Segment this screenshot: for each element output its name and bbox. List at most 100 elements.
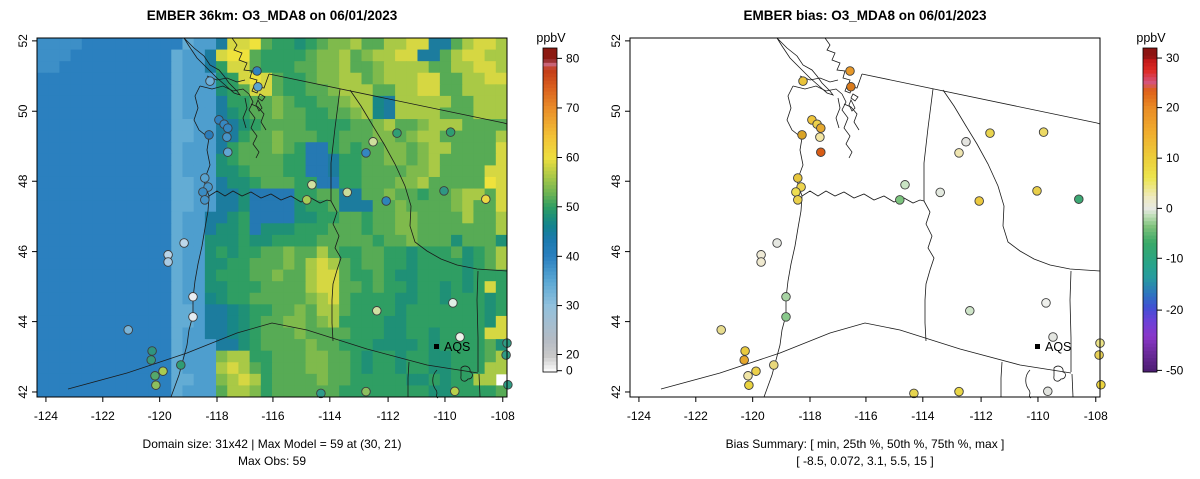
x-tick-label: -108	[491, 409, 515, 423]
model-caption-line1: Domain size: 31x42 | Max Model = 59 at (…	[142, 437, 402, 451]
map-border-line	[861, 73, 1101, 125]
station-dot	[909, 388, 919, 399]
map-border-line	[268, 73, 508, 125]
station-dot	[781, 312, 791, 322]
station-dots	[716, 66, 1106, 399]
station-dot	[307, 180, 317, 190]
plot-box	[36, 37, 508, 398]
y-tick-label: 46	[16, 245, 30, 259]
x-tick-label: -116	[261, 409, 284, 423]
colorbar-tick-label: -20	[1166, 303, 1184, 317]
colorbar-tick-label: 80	[566, 51, 580, 65]
station-dot	[1074, 194, 1084, 204]
station-dot	[188, 292, 198, 302]
station-dot	[176, 360, 186, 370]
aqs-legend: AQS	[1035, 340, 1071, 354]
station-dot	[935, 187, 945, 198]
station-dot	[501, 350, 511, 360]
y-tick-label: 42	[16, 385, 30, 399]
x-tick-label: -112	[970, 409, 993, 423]
colorbar-tick-label: 70	[566, 101, 580, 115]
station-dot	[200, 195, 210, 205]
x-tick-label: -120	[148, 409, 172, 423]
station-dot	[815, 132, 825, 142]
x-tick-label: -114	[911, 409, 934, 423]
station-dot	[302, 195, 312, 205]
y-tick-label: 52	[609, 34, 623, 48]
map-border-line	[1053, 365, 1066, 382]
station-dot	[1096, 380, 1106, 390]
station-dot	[793, 173, 803, 183]
x-tick-label: -122	[91, 409, 115, 423]
station-dot	[223, 147, 233, 157]
aqs-legend-dot	[434, 344, 439, 349]
y-tick-label: 46	[609, 245, 623, 259]
axes: -124 -122 -120 -118 -116 -114 -112 -110 -108 52 50…	[16, 34, 515, 423]
map-border-line	[460, 365, 473, 382]
station-dot	[793, 195, 803, 205]
station-dot	[954, 386, 964, 397]
colorbar-tick-label: 10	[1166, 151, 1180, 165]
station-dot	[1032, 186, 1042, 196]
station-dot	[503, 380, 513, 390]
colorbar-tick-label: 60	[566, 151, 580, 165]
x-tick-label: -118	[205, 409, 228, 423]
station-dot	[253, 82, 263, 92]
station-dot	[439, 186, 449, 196]
station-dot	[1048, 332, 1058, 342]
station-dot	[798, 76, 808, 86]
colorbar-tick-label: 0	[566, 364, 573, 378]
map-border-line	[835, 97, 841, 129]
map-border-line	[432, 369, 439, 399]
x-tick-label: -120	[741, 409, 765, 423]
map-border-line	[848, 99, 856, 112]
map-border-line	[199, 85, 250, 95]
station-dot	[445, 127, 456, 137]
station-dot	[740, 346, 750, 356]
bias-panel-title: EMBER bias: O3_MDA8 on 06/01/2023	[743, 8, 987, 23]
x-tick-label: -114	[318, 409, 341, 423]
station-dot	[147, 346, 157, 356]
station-dot	[900, 180, 910, 190]
map-border-line	[801, 190, 925, 204]
map-border-line	[330, 200, 342, 342]
map-border-line	[255, 99, 263, 112]
aqs-legend: AQS	[434, 340, 470, 354]
aqs-legend-dot	[1035, 344, 1040, 349]
station-dot	[392, 128, 402, 138]
station-dot	[372, 306, 382, 316]
station-dot	[163, 257, 173, 267]
colorbar-tick-label: 40	[566, 249, 580, 263]
x-tick-label: -110	[1026, 409, 1049, 423]
colorbar-units-label: ppbV	[536, 31, 566, 45]
station-dot	[158, 366, 168, 376]
aqs-legend-label: AQS	[444, 340, 470, 354]
station-dot	[450, 386, 460, 397]
x-tick-label: -124	[34, 409, 58, 423]
map-border-line	[349, 89, 508, 272]
map-border-line	[660, 322, 1072, 390]
colorbar-units-label: ppbV	[1136, 31, 1166, 45]
colorbar-tick-label: 30	[566, 299, 580, 313]
station-dot	[188, 312, 198, 322]
y-tick-label: 50	[609, 104, 623, 118]
station-dot	[381, 196, 391, 206]
x-tick-label: -108	[1084, 409, 1108, 423]
x-tick-label: -118	[798, 409, 821, 423]
station-dot	[150, 371, 160, 381]
station-dot	[455, 332, 465, 342]
y-tick-label: 50	[16, 104, 30, 118]
colorbar-tick-label: 20	[1166, 101, 1180, 115]
map-border-line	[1069, 270, 1072, 372]
station-dot	[961, 137, 971, 147]
colorbar-tick-label: 0	[1166, 201, 1173, 215]
map-border-line	[183, 37, 242, 96]
x-tick-label: -112	[377, 409, 400, 423]
station-dot	[1094, 350, 1104, 360]
station-dot	[781, 292, 791, 302]
map-border-line	[478, 373, 481, 398]
map-border-line	[1025, 369, 1032, 399]
panel-model: -124 -122 -120 -118 -116 -114 -112 -110 -108 52 50…	[16, 31, 580, 423]
station-dot	[797, 130, 807, 140]
